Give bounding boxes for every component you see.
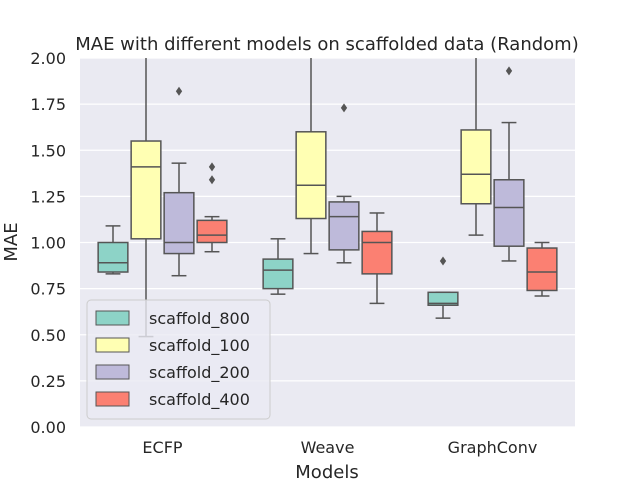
box-scaffold_400-GraphConv xyxy=(526,241,558,297)
box-iqr xyxy=(427,291,459,306)
y-tick-label: 0.25 xyxy=(30,372,66,391)
y-tick-label: 1.00 xyxy=(30,234,66,253)
box-iqr xyxy=(361,230,393,275)
box-iqr xyxy=(97,241,129,273)
outlier-point xyxy=(340,103,348,113)
box-scaffold_800-Weave xyxy=(262,238,294,295)
box-scaffold_800-ECFP xyxy=(97,225,129,275)
y-tick-label: 2.00 xyxy=(30,49,66,68)
legend-frame xyxy=(86,299,271,420)
box-scaffold_200-ECFP xyxy=(163,86,195,277)
legend-label: scaffold_200 xyxy=(149,363,250,383)
box-scaffold_200-Weave xyxy=(328,103,360,264)
box-iqr xyxy=(328,201,360,251)
y-tick-label: 0.75 xyxy=(30,280,66,299)
outlier-point xyxy=(208,175,216,185)
legend-swatch xyxy=(95,364,130,380)
outlier-point xyxy=(439,256,447,266)
box-scaffold_100-GraphConv xyxy=(460,58,492,236)
box-iqr xyxy=(196,219,228,244)
x-tick-label: ECFP xyxy=(142,438,182,457)
y-axis-label: MAE xyxy=(1,222,22,261)
x-axis-label: Models xyxy=(295,462,358,480)
x-tick-label: Weave xyxy=(301,438,355,457)
box-iqr xyxy=(460,129,492,205)
y-tick-label: 1.25 xyxy=(30,187,66,206)
box-layer xyxy=(97,58,558,338)
legend-label: scaffold_800 xyxy=(149,309,250,329)
legend: scaffold_800 scaffold_100 scaffold_200scaf… xyxy=(86,299,271,420)
box-scaffold_100-ECFP xyxy=(130,58,162,338)
y-tick-label: 1.50 xyxy=(30,141,66,160)
legend-swatch xyxy=(95,337,130,353)
legend-label: scaffold_100 xyxy=(149,336,250,356)
box-iqr xyxy=(526,247,558,292)
legend-swatch xyxy=(95,310,130,326)
box-iqr xyxy=(295,131,327,220)
box-iqr xyxy=(493,179,525,247)
y-tick-labels: 0.00 0.25 0.50 0.75 1.00 1.25 1.50 1.75 2.00 xyxy=(30,49,66,437)
legend-swatch xyxy=(95,391,130,407)
y-tick-label: 1.75 xyxy=(30,95,66,114)
chart-title: MAE with different models on scaffolded … xyxy=(75,34,579,55)
legend-label: scaffold_400 xyxy=(149,390,250,410)
box-iqr xyxy=(262,258,294,290)
y-tick-label: 0.50 xyxy=(30,326,66,345)
box-scaffold_100-Weave xyxy=(295,58,327,255)
box-scaffold_400-Weave xyxy=(361,212,393,305)
x-tick-labels: ECFP Weave GraphConv xyxy=(142,438,537,457)
box-scaffold_200-GraphConv xyxy=(493,66,525,262)
box-iqr xyxy=(130,140,162,240)
x-tick-label: GraphConv xyxy=(448,438,538,457)
y-tick-label: 0.00 xyxy=(30,418,66,437)
box-iqr xyxy=(163,191,195,255)
outlier-point xyxy=(505,66,513,76)
box-scaffold_800-GraphConv xyxy=(427,256,459,319)
box-scaffold_400-ECFP xyxy=(196,162,228,253)
outlier-point xyxy=(208,162,216,172)
outlier-point xyxy=(175,86,183,96)
